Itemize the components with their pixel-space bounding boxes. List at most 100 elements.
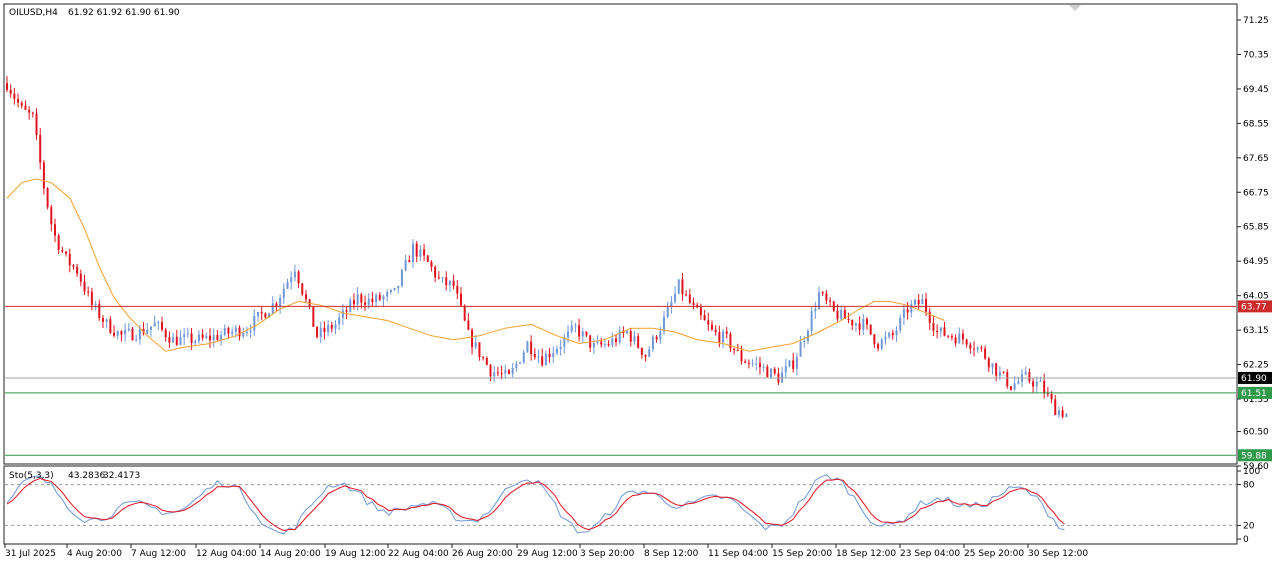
candle-body[interactable] [430, 261, 433, 268]
candle-body[interactable] [482, 357, 485, 359]
candle-body[interactable] [83, 281, 86, 292]
candle-body[interactable] [648, 349, 651, 357]
candle-body[interactable] [65, 251, 68, 254]
candle-body[interactable] [293, 271, 296, 278]
candle-body[interactable] [615, 338, 618, 343]
candle-body[interactable] [1032, 381, 1035, 387]
candle-body[interactable] [131, 328, 134, 341]
candle-body[interactable] [404, 260, 407, 271]
candle-body[interactable] [231, 331, 234, 334]
candle-body[interactable] [101, 318, 104, 322]
candle-body[interactable] [722, 331, 725, 343]
candle-body[interactable] [699, 307, 702, 316]
candle-body[interactable] [489, 364, 492, 377]
candle-body[interactable] [437, 277, 440, 279]
candle-body[interactable] [220, 334, 223, 340]
candle-body[interactable] [899, 317, 902, 331]
candle-body[interactable] [389, 289, 392, 292]
candle-body[interactable] [1002, 371, 1005, 373]
candle-body[interactable] [138, 328, 141, 340]
candle-body[interactable] [408, 260, 411, 263]
candle-body[interactable] [541, 356, 544, 366]
candle-body[interactable] [275, 303, 278, 307]
candle-body[interactable] [386, 291, 389, 297]
candle-body[interactable] [869, 324, 872, 335]
candle-body[interactable] [902, 309, 905, 318]
candle-body[interactable] [68, 253, 71, 266]
candle-body[interactable] [79, 273, 82, 282]
candle-body[interactable] [341, 310, 344, 318]
candle-body[interactable] [197, 334, 200, 342]
candle-body[interactable] [1043, 380, 1046, 394]
candle-body[interactable] [448, 280, 451, 286]
candle-body[interactable] [282, 288, 285, 298]
candle-body[interactable] [135, 339, 138, 341]
candle-body[interactable] [485, 358, 488, 365]
candle-body[interactable] [46, 188, 49, 208]
candle-body[interactable] [286, 282, 289, 289]
candle-body[interactable] [90, 291, 93, 305]
candle-body[interactable] [419, 249, 422, 257]
candle-body[interactable] [190, 333, 193, 344]
candle-body[interactable] [895, 330, 898, 336]
candle-body[interactable] [1065, 413, 1068, 418]
candle-body[interactable] [891, 332, 894, 336]
candle-body[interactable] [718, 332, 721, 343]
candle-body[interactable] [710, 324, 713, 330]
candle-body[interactable] [825, 293, 828, 301]
candle-body[interactable] [334, 324, 337, 329]
candle-body[interactable] [592, 343, 595, 348]
candle-body[interactable] [947, 335, 950, 337]
candle-body[interactable] [264, 313, 267, 318]
stochastic-plot-area[interactable] [5, 474, 1236, 535]
candle-body[interactable] [201, 334, 204, 339]
candle-body[interactable] [304, 294, 307, 300]
price-plot-area[interactable] [6, 76, 1068, 419]
candle-body[interactable] [552, 352, 555, 358]
candle-body[interactable] [854, 323, 857, 326]
candle-body[interactable] [1035, 381, 1038, 387]
candle-body[interactable] [478, 342, 481, 358]
candle-body[interactable] [452, 280, 455, 287]
candle-body[interactable] [153, 322, 156, 327]
candle-body[interactable] [954, 337, 957, 344]
candle-body[interactable] [72, 265, 75, 267]
candle-body[interactable] [563, 337, 566, 347]
candle-body[interactable] [906, 309, 909, 313]
candle-body[interactable] [253, 315, 256, 331]
candle-body[interactable] [1024, 372, 1027, 375]
candle-body[interactable] [1061, 410, 1064, 418]
candle-body[interactable] [212, 335, 215, 341]
candle-body[interactable] [35, 113, 38, 135]
candle-body[interactable] [555, 348, 558, 353]
candle-body[interactable] [607, 343, 610, 346]
candle-body[interactable] [836, 310, 839, 320]
candle-body[interactable] [969, 344, 972, 349]
candle-body[interactable] [995, 363, 998, 376]
candle-body[interactable] [733, 348, 736, 351]
candle-body[interactable] [20, 102, 23, 106]
candle-body[interactable] [142, 328, 145, 334]
candle-body[interactable] [736, 350, 739, 352]
candle-body[interactable] [113, 332, 116, 336]
candle-body[interactable] [685, 294, 688, 296]
candle-body[interactable] [762, 366, 765, 368]
candle-body[interactable] [423, 249, 426, 256]
candle-body[interactable] [936, 330, 939, 332]
candle-body[interactable] [216, 335, 219, 340]
candle-body[interactable] [688, 294, 691, 303]
candle-body[interactable] [168, 337, 171, 343]
candle-body[interactable] [1039, 380, 1042, 382]
candle-body[interactable] [747, 362, 750, 364]
candle-body[interactable] [279, 297, 282, 307]
candle-body[interactable] [124, 329, 127, 335]
candle-body[interactable] [57, 235, 60, 250]
candle-body[interactable] [375, 295, 378, 303]
candle-body[interactable] [6, 83, 8, 90]
candle-body[interactable] [327, 324, 330, 333]
candle-body[interactable] [1028, 372, 1031, 382]
candle-body[interactable] [146, 329, 149, 334]
candle-body[interactable] [773, 368, 776, 374]
candle-body[interactable] [459, 293, 462, 306]
candle-body[interactable] [567, 331, 570, 338]
